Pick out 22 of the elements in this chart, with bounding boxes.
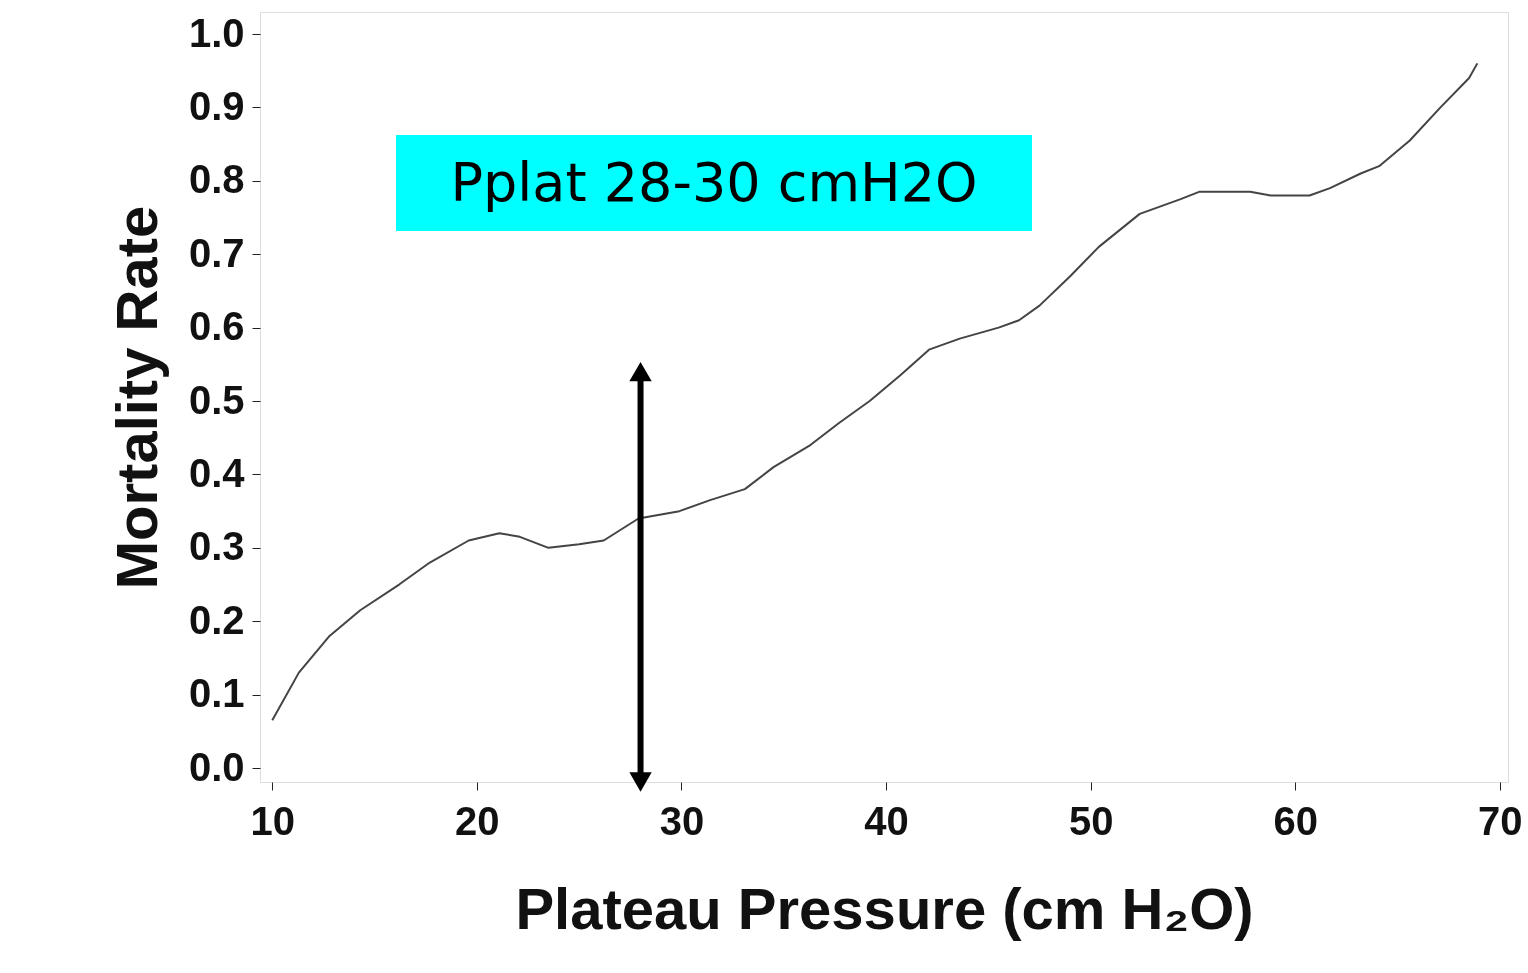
y-tick-label: 0.2 bbox=[188, 597, 245, 642]
y-tick-label: 0.0 bbox=[188, 744, 245, 789]
y-tick-label: 1.0 bbox=[188, 10, 245, 55]
line-series bbox=[271, 62, 1479, 722]
y-tick-label: 0.6 bbox=[188, 304, 245, 349]
y-tick-label: 0.1 bbox=[188, 671, 245, 716]
y-tick-label: 0.7 bbox=[188, 230, 245, 275]
x-axis-title: Plateau Pressure (cm H₂O) bbox=[515, 875, 1254, 941]
x-tick-label: 70 bbox=[1478, 798, 1523, 843]
y-tick-label: 0.9 bbox=[188, 83, 245, 128]
y-tick-label: 0.3 bbox=[188, 524, 245, 569]
annotation: Pplat 28-30 cmH2O bbox=[450, 151, 978, 214]
y-tick-label: 0.4 bbox=[188, 450, 246, 495]
x-tick-label: 40 bbox=[864, 798, 909, 843]
y-tick-label: 0.8 bbox=[188, 157, 245, 202]
x-tick-label: 30 bbox=[659, 798, 705, 843]
x-tick-label: 10 bbox=[250, 798, 296, 843]
x-tick-label: 60 bbox=[1273, 798, 1318, 843]
x-tick-label: 50 bbox=[1068, 798, 1114, 843]
x-tick-label: 20 bbox=[455, 798, 500, 843]
y-tick-label: 0.5 bbox=[188, 377, 245, 422]
y-axis-title: Mortality Rate bbox=[103, 205, 169, 590]
